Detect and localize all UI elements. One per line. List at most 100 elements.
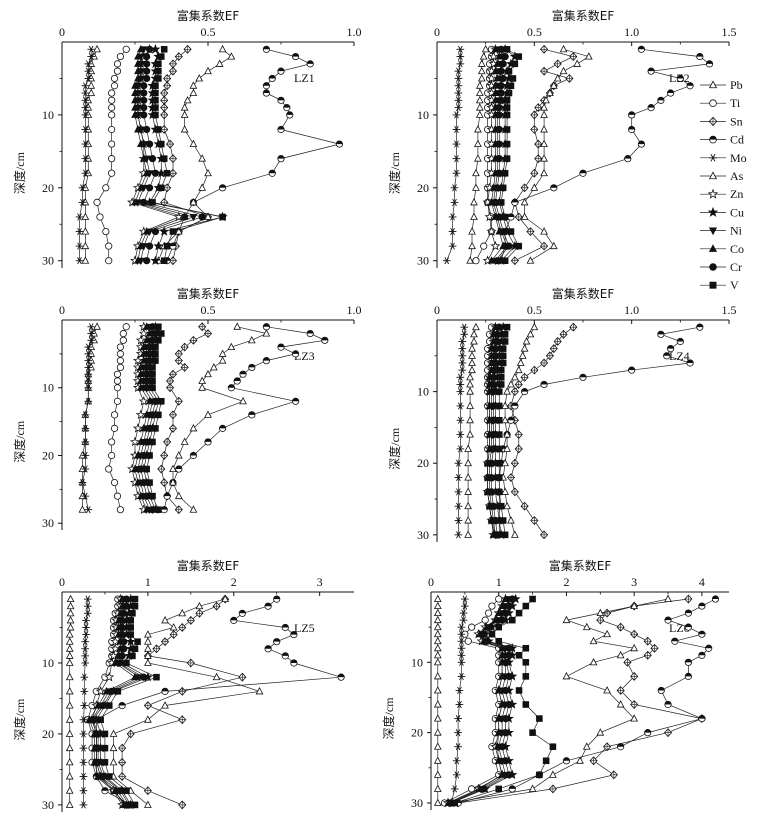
data-point-ti: [464, 637, 472, 645]
x-tick-label: 4: [699, 575, 705, 589]
data-point-mo: [459, 616, 468, 624]
series-cr: [487, 323, 503, 539]
series-v: [97, 595, 160, 809]
data-point-cd: [664, 616, 672, 624]
y-tick-label: 30: [42, 798, 54, 812]
data-point-v: [152, 89, 159, 97]
data-point-as: [553, 74, 562, 82]
data-point-pb: [468, 227, 476, 235]
data-point-mo: [452, 771, 461, 779]
data-point-sn: [630, 671, 639, 681]
data-point-pb: [466, 372, 474, 381]
data-point-sn: [569, 322, 578, 332]
data-point-cd: [684, 658, 692, 666]
x-tick-label: 0.5: [201, 303, 216, 317]
data-point-cr: [505, 242, 513, 250]
data-point-sn: [168, 369, 178, 379]
data-point-mo: [79, 787, 88, 795]
data-point-as: [549, 770, 557, 778]
data-point-sn: [548, 784, 557, 794]
data-point-sn: [238, 672, 247, 682]
data-point-sn: [530, 516, 539, 525]
data-point-mo: [452, 125, 461, 134]
data-point-pb: [65, 651, 74, 659]
data-point-cd: [264, 602, 272, 610]
data-point-v: [536, 715, 543, 722]
data-point-as: [540, 227, 548, 235]
data-point-sn: [616, 622, 625, 632]
data-point-cd: [264, 645, 272, 653]
data-point-mo: [459, 609, 468, 617]
legend-item-co: Co: [700, 242, 744, 256]
data-point-ti: [113, 67, 122, 75]
data-point-cr: [146, 424, 154, 432]
data-point-co: [139, 154, 148, 162]
data-point-mo: [79, 716, 88, 724]
data-point-sn: [530, 365, 539, 375]
data-point-pb: [90, 52, 98, 60]
data-point-pb: [87, 88, 96, 96]
data-point-pb: [65, 701, 74, 709]
data-point-co: [142, 227, 151, 235]
data-point-zn: [110, 643, 121, 654]
data-point-cr: [140, 451, 148, 460]
y-tick-label: 20: [417, 181, 429, 195]
series-cr: [447, 595, 516, 807]
legend-label: Cd: [730, 133, 744, 147]
data-point-cd: [637, 45, 646, 53]
data-point-pb: [66, 594, 75, 603]
data-point-pb: [78, 464, 87, 472]
data-point-ti: [105, 242, 113, 250]
legend-marker-sn: [708, 116, 718, 127]
data-point-co: [498, 700, 506, 708]
data-point-as: [144, 800, 152, 808]
data-point-pb: [472, 183, 480, 191]
data-point-pb: [470, 337, 478, 345]
data-point-pb: [433, 672, 442, 680]
data-point-v: [536, 771, 543, 779]
data-point-sn: [540, 358, 549, 368]
data-point-ti: [102, 227, 110, 236]
data-point-mo: [84, 67, 93, 75]
series-pb: [81, 44, 101, 264]
data-point-co: [180, 212, 189, 220]
data-point-co: [131, 81, 139, 89]
data-point-sn: [186, 658, 195, 668]
data-point-v: [495, 637, 503, 645]
data-point-cr: [489, 416, 498, 424]
data-point-cd: [219, 424, 227, 432]
data-point-v: [515, 652, 523, 659]
data-point-mo: [458, 345, 467, 353]
data-point-pb: [65, 757, 74, 766]
data-point-pb: [65, 715, 74, 723]
data-point-cd: [562, 757, 571, 765]
data-point-as: [503, 501, 511, 510]
data-point-pb: [433, 742, 442, 750]
data-point-pb: [464, 458, 473, 467]
data-point-sn: [163, 81, 172, 91]
data-point-pb: [87, 81, 96, 89]
data-point-sn: [160, 88, 169, 98]
data-point-sn: [559, 329, 568, 339]
data-point-pb: [475, 103, 484, 111]
data-point-cr: [487, 459, 496, 467]
data-point-mo: [81, 438, 90, 446]
data-point-cr: [505, 771, 513, 779]
data-point-pb: [66, 608, 75, 617]
data-point-cr: [491, 516, 499, 525]
data-point-v: [149, 370, 156, 378]
data-point-cd: [671, 637, 679, 645]
data-point-pb: [472, 322, 480, 331]
legend-item-zn: Zn: [700, 187, 743, 201]
data-point-v: [496, 488, 503, 496]
data-point-zn: [484, 211, 495, 222]
data-point-sn: [520, 183, 529, 193]
data-point-v: [503, 104, 511, 111]
data-point-pb: [81, 256, 90, 264]
data-point-sn: [143, 701, 152, 710]
data-point-sn: [663, 728, 673, 738]
data-point-as: [174, 227, 183, 235]
data-point-ti: [110, 74, 119, 83]
data-point-cr: [493, 184, 501, 192]
